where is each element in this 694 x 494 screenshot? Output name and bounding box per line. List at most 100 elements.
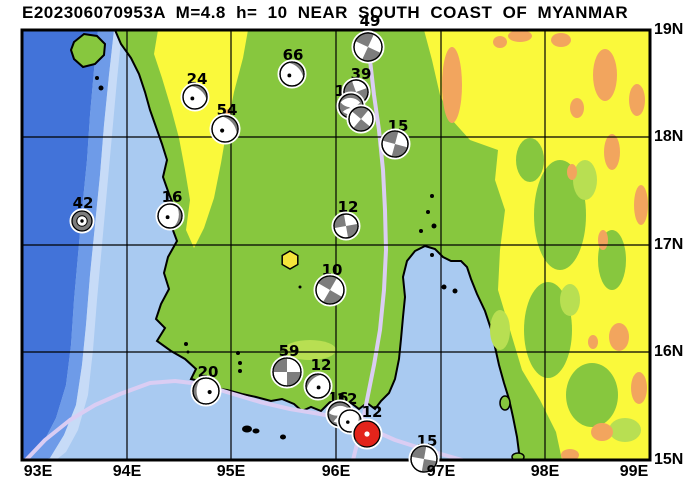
beachball-body bbox=[348, 106, 374, 132]
beachball-halo bbox=[346, 104, 376, 134]
plot-title: E202306070953A M=4.8 h= 10 NEAR SOUTH CO… bbox=[22, 3, 629, 22]
compensation-dot bbox=[346, 420, 350, 424]
station-hexagon bbox=[281, 250, 299, 270]
gray-quadrant bbox=[287, 372, 301, 386]
station-layer bbox=[281, 250, 299, 270]
beachball-halo bbox=[180, 82, 210, 112]
event-label: 49 bbox=[360, 12, 381, 30]
beachball-halo bbox=[69, 208, 95, 234]
gray-quadrant bbox=[351, 107, 369, 119]
beachball-halo bbox=[190, 375, 222, 407]
ball-outline bbox=[182, 84, 208, 110]
beachball-body bbox=[157, 203, 183, 229]
beachball-halo bbox=[209, 113, 241, 145]
ball-outline bbox=[272, 357, 302, 387]
gray-cap bbox=[189, 84, 208, 101]
compensation-dot bbox=[287, 73, 292, 78]
light-green-patches bbox=[284, 160, 641, 442]
lon-tick-label: 95E bbox=[216, 463, 246, 480]
lon-tick-label: 96E bbox=[321, 463, 351, 480]
west-mountain-yellow bbox=[154, 30, 248, 248]
compensation-dot bbox=[316, 385, 321, 390]
ball-outline bbox=[381, 130, 409, 158]
grid-layer bbox=[22, 30, 650, 460]
south-island bbox=[511, 452, 525, 460]
beachball-body bbox=[381, 130, 409, 158]
lon-tick-label: 93E bbox=[23, 463, 53, 480]
event-label: 12 bbox=[311, 356, 332, 374]
event-beachball bbox=[351, 30, 385, 64]
compensation-dot bbox=[220, 128, 225, 133]
event-beachball bbox=[408, 443, 440, 475]
beachball-body bbox=[333, 213, 359, 239]
event-beachball bbox=[331, 211, 361, 241]
ball-outline bbox=[157, 203, 183, 229]
white-stripe bbox=[340, 97, 361, 108]
gray-cap bbox=[305, 373, 323, 391]
beachball-body bbox=[182, 84, 208, 110]
beachball-body bbox=[71, 210, 93, 232]
compensation-dot bbox=[165, 215, 170, 220]
islets-and-rocks bbox=[95, 76, 458, 440]
event-beachball bbox=[277, 59, 307, 89]
gray-quadrant bbox=[355, 33, 374, 47]
compensation-dot bbox=[207, 389, 212, 395]
event-beachball bbox=[209, 113, 241, 145]
beachball-body bbox=[315, 275, 345, 305]
beachball-body bbox=[211, 115, 239, 143]
event-beachball bbox=[155, 201, 185, 231]
beachball-body bbox=[192, 377, 220, 405]
beachball-body bbox=[410, 445, 438, 473]
gray-quadrant bbox=[323, 290, 343, 304]
offshore-boundary-line bbox=[24, 379, 464, 460]
center-dot bbox=[348, 103, 354, 109]
beachball-halo bbox=[155, 201, 185, 231]
beachball-halo bbox=[303, 371, 333, 401]
beachball-halo bbox=[331, 211, 361, 241]
gray-cap bbox=[221, 115, 239, 135]
gray-cap bbox=[287, 61, 305, 79]
event-label: 59 bbox=[279, 342, 300, 360]
ball-outline bbox=[305, 373, 331, 399]
ball-outline bbox=[211, 115, 239, 143]
event-beachball bbox=[69, 208, 95, 234]
beachball-halo bbox=[351, 418, 383, 450]
beachball-body bbox=[353, 32, 383, 62]
center-dot bbox=[364, 431, 370, 437]
gray-quadrant bbox=[411, 446, 427, 459]
gray-quadrant bbox=[317, 276, 337, 290]
gray-quadrant bbox=[421, 459, 437, 472]
center-dot bbox=[80, 219, 84, 223]
beachball-body bbox=[279, 61, 305, 87]
event-label: 16 bbox=[162, 188, 183, 206]
map-frame bbox=[20, 28, 652, 462]
lon-tick-label: 98E bbox=[530, 463, 560, 480]
lon-tick-label: 94E bbox=[112, 463, 142, 480]
gray-quadrant bbox=[334, 214, 346, 229]
beachball-halo bbox=[277, 59, 307, 89]
ball-outline bbox=[192, 377, 220, 405]
ball-outline bbox=[348, 106, 374, 132]
event-beachball bbox=[313, 273, 347, 307]
ball-outline bbox=[353, 32, 383, 62]
event-label: 12 bbox=[338, 198, 359, 216]
event-beachball bbox=[190, 375, 222, 407]
lat-tick-label: 16N bbox=[654, 343, 684, 360]
ball-outline bbox=[279, 61, 305, 87]
event-beachball bbox=[180, 82, 210, 112]
ball-outline bbox=[333, 213, 359, 239]
events-layer: 496624543914151642121059122016121215 bbox=[69, 12, 440, 475]
gray-quadrant bbox=[273, 358, 287, 372]
ball-outline bbox=[315, 275, 345, 305]
gulf-island bbox=[499, 395, 511, 411]
beachball-body bbox=[272, 357, 302, 387]
event-label: 12 bbox=[362, 403, 383, 421]
orange-elevation-patches bbox=[225, 30, 648, 460]
beachball-halo bbox=[351, 30, 385, 64]
event-label: 66 bbox=[283, 46, 304, 64]
event-beachball bbox=[270, 355, 304, 389]
ball-outline bbox=[410, 445, 438, 473]
event-beachball bbox=[351, 418, 383, 450]
